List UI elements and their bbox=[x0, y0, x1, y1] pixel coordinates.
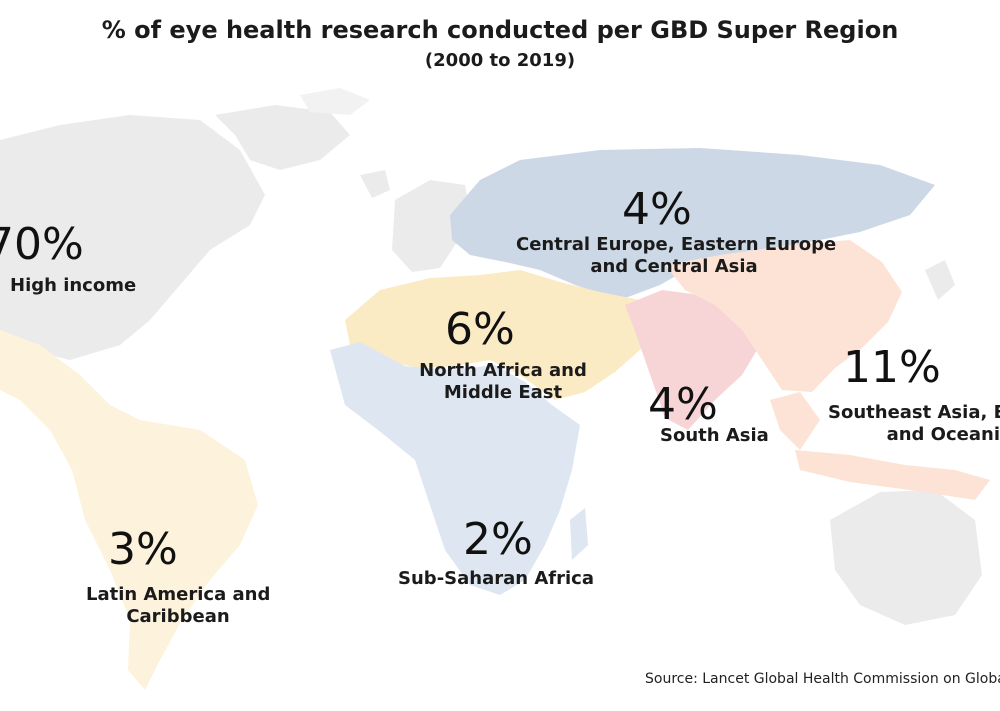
latin-america-label: Latin America and Caribbean bbox=[86, 584, 271, 627]
central-europe-percent: 4% bbox=[622, 184, 692, 235]
south-asia-percent: 4% bbox=[648, 379, 718, 430]
region-central-europe bbox=[450, 148, 935, 300]
south-asia-label: South Asia bbox=[660, 425, 769, 446]
high-income-percent: 70% bbox=[0, 219, 84, 270]
source-note: Source: Lancet Global Health Commission … bbox=[645, 671, 1000, 687]
central-europe-label: Central Europe, Eastern Europe and Centr… bbox=[516, 234, 837, 277]
north-africa-percent: 6% bbox=[445, 304, 515, 355]
north-africa-label: North Africa and Middle East bbox=[419, 360, 587, 403]
region-arctic bbox=[300, 88, 370, 115]
region-sub-saharan bbox=[330, 342, 588, 595]
region-high-income bbox=[0, 105, 982, 625]
sub-saharan-label: Sub-Saharan Africa bbox=[398, 568, 594, 589]
region-south-asia bbox=[625, 290, 760, 430]
southeast-asia-percent: 11% bbox=[843, 342, 941, 393]
latin-america-percent: 3% bbox=[108, 524, 178, 575]
southeast-asia-label: Southeast Asia, E and Oceani bbox=[828, 402, 1000, 445]
region-north-africa bbox=[345, 270, 662, 400]
region-latin-america bbox=[0, 330, 258, 690]
high-income-label: High income bbox=[10, 275, 137, 296]
map-subtitle: (2000 to 2019) bbox=[424, 50, 576, 71]
sub-saharan-percent: 2% bbox=[463, 514, 533, 565]
region-southeast-asia bbox=[665, 240, 990, 500]
map-title: % of eye health research conducted per G… bbox=[101, 16, 899, 44]
